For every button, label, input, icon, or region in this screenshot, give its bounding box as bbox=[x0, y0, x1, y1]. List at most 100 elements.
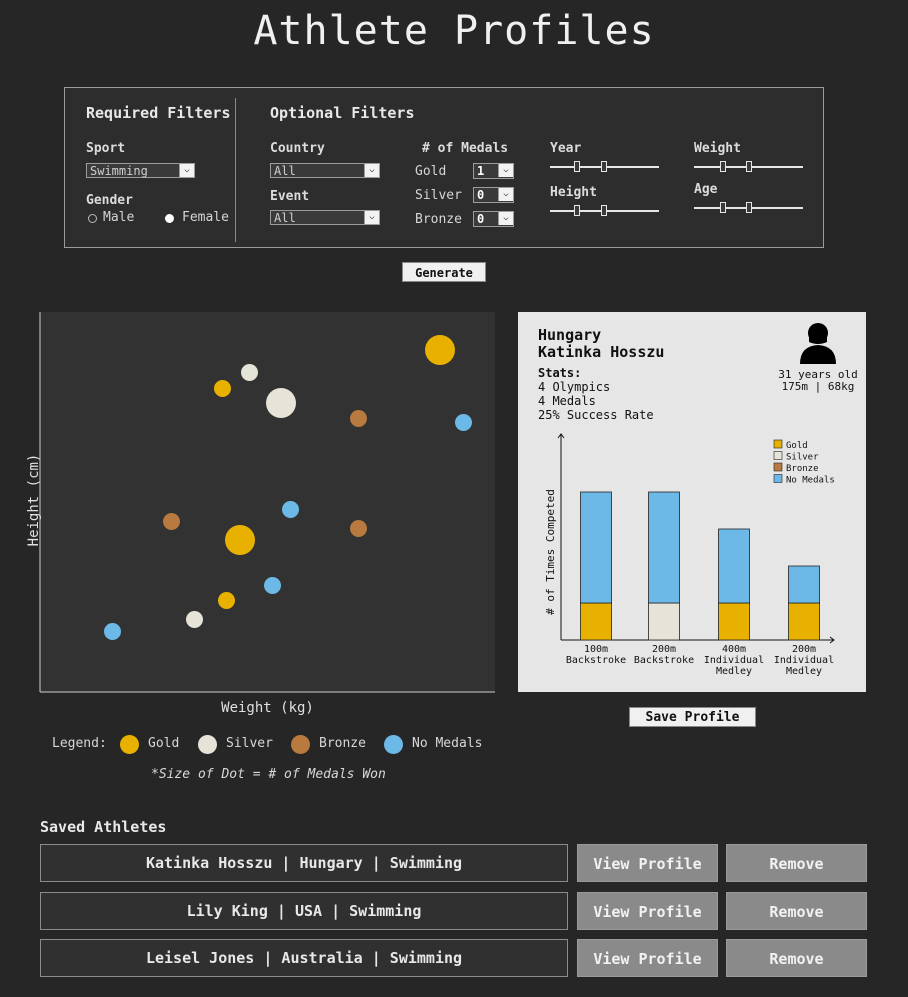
bronze-count-select[interactable]: 0 ⌵ bbox=[473, 211, 514, 227]
bar-category-label: Backstroke bbox=[634, 655, 694, 666]
generate-button[interactable]: Generate bbox=[402, 262, 486, 282]
weight-slider-min-handle[interactable] bbox=[720, 161, 726, 172]
bar-legend-swatch bbox=[773, 439, 783, 449]
bar-legend-swatch bbox=[773, 474, 783, 483]
scatter-point[interactable] bbox=[186, 611, 204, 629]
view-profile-button[interactable]: View Profile bbox=[577, 939, 718, 977]
bar-legend-swatch bbox=[773, 451, 783, 460]
scatter-point[interactable] bbox=[240, 364, 258, 382]
bar-category-label: 100m bbox=[584, 644, 608, 655]
page-title: Athlete Profiles bbox=[253, 8, 655, 54]
scatter-point[interactable] bbox=[225, 525, 256, 555]
weight-label: Weight bbox=[694, 141, 741, 156]
height-label: Height bbox=[550, 185, 597, 200]
saved-athletes-header: Saved Athletes bbox=[40, 818, 167, 836]
profile-body: 175m | 68kg bbox=[781, 380, 855, 393]
bar-segment bbox=[718, 602, 750, 641]
remove-button[interactable]: Remove bbox=[726, 939, 867, 977]
bar-legend-label: No Medals bbox=[786, 476, 835, 486]
bar-legend-label: Gold bbox=[786, 441, 808, 451]
profile-name: Katinka Hosszu bbox=[538, 343, 665, 361]
scatter-y-label: Height (cm) bbox=[26, 453, 42, 547]
bar-legend-label: Silver bbox=[786, 453, 819, 463]
country-label: Country bbox=[270, 141, 325, 156]
filters-panel: Required Filters Optional Filters Sport … bbox=[64, 87, 824, 248]
silver-label: Silver bbox=[415, 188, 462, 203]
scatter-point[interactable] bbox=[350, 520, 367, 538]
year-slider-min-handle[interactable] bbox=[574, 161, 580, 172]
scatter-point[interactable] bbox=[163, 512, 181, 530]
legend-label: Gold bbox=[148, 736, 180, 751]
bar-x-arrow bbox=[829, 636, 835, 644]
profile-country: Hungary bbox=[538, 326, 602, 344]
bar-category-label: 200m bbox=[792, 644, 816, 655]
height-slider-max-handle[interactable] bbox=[601, 205, 607, 216]
bar-legend-label: Bronze bbox=[786, 464, 819, 474]
bar-segment bbox=[718, 528, 750, 604]
bar-segment bbox=[580, 491, 612, 604]
legend-dot bbox=[384, 735, 403, 754]
chevron-down-icon: ⌵ bbox=[498, 188, 513, 201]
legend-dot bbox=[120, 735, 139, 754]
bar-legend-swatch bbox=[773, 462, 783, 472]
weight-slider-max-handle[interactable] bbox=[746, 161, 752, 172]
event-select[interactable]: All ⌵ bbox=[270, 210, 380, 225]
profile-card: Hungary Katinka Hosszu Stats: 4 Olympics… bbox=[518, 312, 866, 692]
scatter-point[interactable] bbox=[350, 409, 367, 427]
gold-count-select[interactable]: 1 ⌵ bbox=[473, 163, 514, 179]
bronze-count-value: 0 bbox=[477, 212, 485, 226]
scatter-point[interactable] bbox=[266, 388, 297, 419]
avatar-icon bbox=[800, 323, 836, 364]
bar-category-label: 400m bbox=[722, 644, 746, 655]
saved-athlete-row: Leisel Jones | Australia | Swimming bbox=[40, 939, 568, 977]
events-bar-chart: # of Times Competed100mBackstroke200mBac… bbox=[544, 433, 835, 677]
age-label: Age bbox=[694, 182, 718, 197]
chevron-down-icon: ⌵ bbox=[498, 164, 513, 177]
view-profile-button[interactable]: View Profile bbox=[577, 844, 718, 882]
height-slider-min-handle[interactable] bbox=[574, 205, 580, 216]
legend-label: Silver bbox=[226, 736, 273, 751]
save-profile-button[interactable]: Save Profile bbox=[629, 707, 756, 727]
legend-dot bbox=[198, 735, 217, 754]
bar-category-label: 200m bbox=[652, 644, 676, 655]
bar-y-label: # of Times Competed bbox=[544, 489, 557, 615]
scatter-point[interactable] bbox=[454, 413, 472, 431]
filters-divider bbox=[235, 98, 236, 242]
scatter-point[interactable] bbox=[218, 592, 236, 610]
age-slider-max-handle[interactable] bbox=[746, 202, 752, 213]
legend-label: No Medals bbox=[412, 736, 483, 751]
scatter-point[interactable] bbox=[104, 622, 122, 640]
required-filters-header: Required Filters bbox=[86, 104, 231, 122]
gold-label: Gold bbox=[415, 164, 447, 179]
profile-stats-label: Stats: bbox=[538, 366, 582, 380]
legend-dot bbox=[291, 735, 310, 754]
saved-athlete-row: Katinka Hosszu | Hungary | Swimming bbox=[40, 844, 568, 882]
saved-athlete-row: Lily King | USA | Swimming bbox=[40, 892, 568, 930]
remove-button[interactable]: Remove bbox=[726, 844, 867, 882]
sport-label: Sport bbox=[86, 141, 126, 156]
scatter-point[interactable] bbox=[281, 501, 299, 519]
gender-label: Gender bbox=[86, 193, 133, 208]
sport-select[interactable]: Swimming ⌵ bbox=[86, 163, 195, 178]
country-select-value: All bbox=[274, 164, 296, 178]
scatter-note: *Size of Dot = # of Medals Won bbox=[151, 767, 386, 782]
year-slider-max-handle[interactable] bbox=[601, 161, 607, 172]
silver-count-select[interactable]: 0 ⌵ bbox=[473, 187, 514, 203]
scatter-point[interactable] bbox=[263, 577, 281, 595]
year-label: Year bbox=[550, 141, 582, 156]
gender-female-label: Female bbox=[182, 210, 229, 225]
gender-female-radio[interactable] bbox=[165, 214, 174, 223]
country-select[interactable]: All ⌵ bbox=[270, 163, 380, 178]
scatter-point[interactable] bbox=[213, 379, 231, 397]
bar-y-arrow bbox=[557, 433, 565, 439]
age-slider-min-handle[interactable] bbox=[720, 202, 726, 213]
scatter-dots bbox=[40, 312, 495, 692]
gender-male-radio[interactable] bbox=[88, 214, 97, 223]
bar-category-label: Medley bbox=[716, 666, 752, 677]
scatter-point[interactable] bbox=[425, 335, 456, 365]
bar-category-label: Backstroke bbox=[566, 655, 626, 666]
gold-count-value: 1 bbox=[477, 164, 485, 178]
view-profile-button[interactable]: View Profile bbox=[577, 892, 718, 930]
remove-button[interactable]: Remove bbox=[726, 892, 867, 930]
